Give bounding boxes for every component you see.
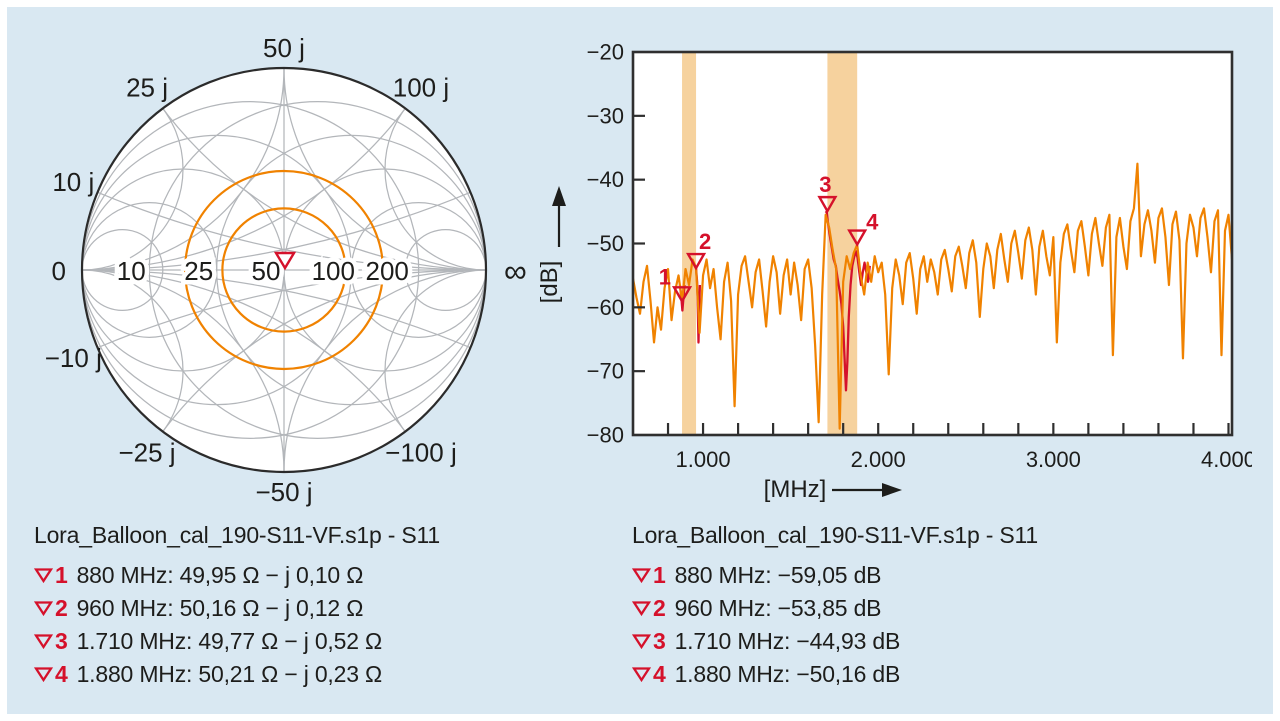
legend-row: 1 880 MHz: −59,05 dB	[632, 558, 1242, 591]
reactance-label: −25 j	[118, 438, 175, 468]
marker-readout: 880 MHz: 49,95 Ω − j 0,10 Ω	[76, 561, 364, 588]
y-tick-label: −40	[587, 167, 624, 192]
y-axis-arrow-icon	[552, 186, 566, 206]
s11-db-plot: −20 −30 −40 −50 −60 −70 −80 1.000 2.000 3.000 4.00…	[540, 40, 1252, 504]
x-axis-label: [MHz]	[764, 476, 827, 503]
marker-triangle-icon	[632, 600, 651, 616]
susceptance-arc	[83, 269, 184, 471]
plot-marker-1-number: 1	[659, 264, 671, 289]
marker-triangle-icon	[34, 567, 53, 583]
susceptance-arc	[83, 69, 184, 271]
x-axis-arrow-icon	[882, 483, 902, 497]
plot-frame	[631, 50, 1234, 437]
legend-row: 4 1.880 MHz: −50,16 dB	[632, 657, 1242, 690]
marker-readout: 1.880 MHz: −50,16 dB	[674, 660, 901, 687]
resistance-label: 25	[184, 256, 213, 286]
plot-marker-3-number: 3	[819, 172, 831, 197]
db-legend-rows: 1 880 MHz: −59,05 dB 2 960 MHz: −53,85 dB 3 1…	[632, 558, 1242, 690]
marker-number: 3	[55, 627, 68, 654]
infinity-label: ∞	[504, 253, 527, 289]
legend-row: 3 1.710 MHz: 49,77 Ω − j 0,52 Ω	[34, 624, 594, 657]
resistance-label: 100	[312, 256, 355, 286]
x-tick-label: 2.000	[851, 447, 906, 472]
reactance-label: −100 j	[385, 438, 457, 468]
db-trace-title: Lora_Balloon_cal_190-S11-VF.s1p - S11	[632, 522, 1039, 548]
marker-number: 4	[653, 660, 666, 687]
resistance-label: 10	[117, 256, 146, 286]
resistance-circle	[404, 228, 485, 312]
marker-readout: 1.710 MHz: −44,93 dB	[674, 627, 901, 654]
vswr-circle	[221, 207, 347, 333]
reactance-label: 25 j	[126, 72, 168, 102]
plot-marker-4-triangle-icon	[847, 229, 868, 247]
smith-legend-rows: 1 880 MHz: 49,95 Ω − j 0,10 Ω 2 960 MHz: 50…	[34, 558, 594, 690]
reactance-label: −10 j	[45, 343, 102, 373]
reactance-arc	[384, 269, 485, 471]
resistance-label: 50	[252, 256, 281, 286]
reactance-label: 50 j	[263, 33, 305, 63]
marker-triangle-icon	[34, 633, 53, 649]
y-tick-label: −70	[587, 359, 624, 384]
plot-marker-3-triangle-icon	[817, 195, 838, 214]
marker-number: 2	[55, 594, 68, 621]
y-axis-label: [dB]	[540, 261, 563, 304]
reactance-label: 100 j	[393, 72, 449, 102]
marker-readout: 960 MHz: −53,85 dB	[674, 594, 882, 621]
plot-marker-2-triangle-icon	[685, 252, 707, 271]
x-tick-label: 3.000	[1026, 447, 1081, 472]
marker-number: 3	[653, 627, 666, 654]
legend-row: 2 960 MHz: −53,85 dB	[632, 591, 1242, 624]
marker-triangle-icon	[34, 666, 53, 682]
conductance-circle	[83, 202, 218, 338]
marker-number: 4	[55, 660, 68, 687]
marker-number: 1	[653, 561, 666, 588]
smith-trace-title: Lora_Balloon_cal_190-S11-VF.s1p - S11	[34, 522, 441, 548]
conductance-circle	[83, 228, 164, 312]
conductance-circle	[83, 101, 420, 439]
y-tick-label: −60	[587, 295, 624, 320]
plot-marker-1-triangle-icon	[671, 286, 693, 304]
marker-triangle-icon	[34, 600, 53, 616]
marker-number: 2	[653, 594, 666, 621]
marker-readout: 1.880 MHz: 50,21 Ω − j 0,23 Ω	[76, 660, 383, 687]
smith-chart: 10 j 25 j 50 j 100 j −10 j −25 j −50 j −100 j 10…	[45, 33, 527, 507]
smith-grid	[83, 69, 485, 471]
smith-outer-circle	[80, 66, 488, 474]
reactance-label: 10 j	[52, 167, 94, 197]
vswr-circle	[183, 169, 385, 371]
trace-orange	[631, 162, 1234, 430]
marker-number: 1	[55, 561, 68, 588]
marker-triangle-icon	[632, 666, 651, 682]
plot-marker-2-number: 2	[699, 229, 711, 254]
reactance-label: −50 j	[255, 477, 312, 507]
resistance-circle	[148, 101, 485, 439]
y-tick-label: −20	[587, 40, 624, 65]
smith-marker-triangle-icon	[273, 251, 297, 271]
x-tick-label: 4.000	[1201, 447, 1252, 472]
legend-row: 4 1.880 MHz: 50,21 Ω − j 0,23 Ω	[34, 657, 594, 690]
y-tick-label: −50	[587, 231, 624, 256]
band-highlight	[682, 52, 697, 435]
y-tick-label: −80	[587, 423, 624, 448]
legend-row: 3 1.710 MHz: −44,93 dB	[632, 624, 1242, 657]
legend-row: 2 960 MHz: 50,16 Ω − j 0,12 Ω	[34, 591, 594, 624]
resistance-label: 200	[366, 256, 409, 286]
marker-triangle-icon	[632, 633, 651, 649]
marker-readout: 880 MHz: −59,05 dB	[674, 561, 882, 588]
resistance-circle	[350, 202, 485, 338]
x-tick-label: 1.000	[676, 447, 731, 472]
marker-readout: 1.710 MHz: 49,77 Ω − j 0,52 Ω	[76, 627, 383, 654]
plot-marker-4-number: 4	[866, 210, 879, 235]
reactance-arc	[384, 69, 485, 271]
legend-row: 1 880 MHz: 49,95 Ω − j 0,10 Ω	[34, 558, 594, 591]
y-tick-label: −30	[587, 103, 624, 128]
zero-label: 0	[52, 256, 66, 286]
marker-triangle-icon	[632, 567, 651, 583]
marker-readout: 960 MHz: 50,16 Ω − j 0,12 Ω	[76, 594, 364, 621]
